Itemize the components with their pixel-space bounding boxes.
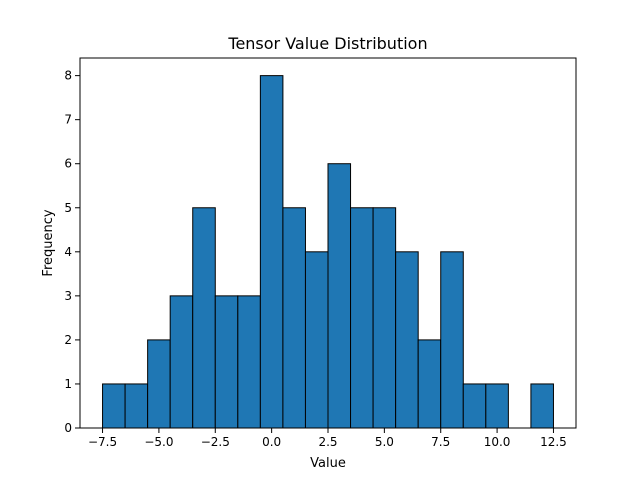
histogram-bar [440, 251, 464, 429]
bars-group [102, 75, 554, 429]
x-tick-label: −7.5 [88, 435, 117, 449]
histogram-bar [282, 207, 306, 429]
histogram-bar [485, 383, 509, 429]
x-tick-label: 0.0 [262, 435, 281, 449]
histogram-bar [350, 207, 374, 429]
histogram-bar [462, 383, 487, 429]
y-tick-label: 3 [64, 289, 72, 303]
x-tick-label: 2.5 [318, 435, 337, 449]
histogram-bar [102, 383, 126, 429]
y-axis-ticks: 0 1 2 3 4 5 6 7 8 [64, 69, 80, 435]
y-axis-label: Frequency [41, 209, 56, 276]
y-tick-label: 6 [64, 157, 72, 171]
chart-title: Tensor Value Distribution [227, 34, 427, 53]
x-tick-label: 5.0 [375, 435, 394, 449]
histogram-bar [147, 339, 171, 429]
histogram-bar [395, 251, 419, 429]
histogram-bar [237, 295, 261, 429]
histogram-bar [530, 383, 554, 429]
y-tick-label: 0 [64, 421, 72, 435]
x-tick-label: 7.5 [431, 435, 450, 449]
histogram-bar [169, 295, 194, 429]
histogram-bar [192, 207, 216, 429]
x-tick-label: −2.5 [201, 435, 230, 449]
x-tick-label: 10.0 [484, 435, 511, 449]
histogram-bar [327, 163, 352, 429]
x-axis-ticks: −7.5 −5.0 −2.5 0.0 2.5 5.0 7.5 10.0 12.5 [88, 428, 567, 449]
histogram-bar [304, 251, 329, 429]
histogram-bar [259, 75, 284, 429]
y-tick-label: 4 [64, 245, 72, 259]
y-tick-label: 8 [64, 69, 72, 83]
x-axis-label: Value [310, 456, 346, 471]
y-tick-label: 5 [64, 201, 72, 215]
histogram-bar [214, 295, 239, 429]
x-tick-label: −5.0 [144, 435, 173, 449]
y-tick-label: 2 [64, 333, 72, 347]
x-tick-label: 12.5 [540, 435, 567, 449]
y-tick-label: 7 [64, 113, 72, 127]
histogram-bar [124, 383, 149, 429]
histogram-bar [417, 339, 442, 429]
y-tick-label: 1 [64, 377, 72, 391]
histogram-bar [372, 207, 397, 429]
